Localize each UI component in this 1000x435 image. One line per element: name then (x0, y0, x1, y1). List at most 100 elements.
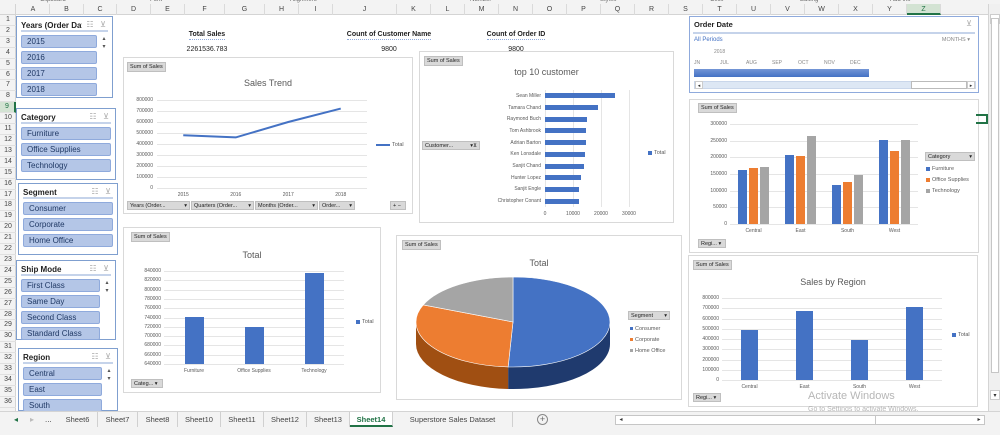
timeline-month-label[interactable]: DEC (850, 60, 861, 66)
column-header-z[interactable]: Z (907, 4, 941, 15)
slicer-item-ship-mode[interactable]: Second Class (21, 311, 100, 324)
sheet-tab-sheet14[interactable]: Sheet14 (350, 412, 393, 427)
slicer-scrollbar[interactable]: ▴ ▾ (105, 367, 113, 411)
sheet-tab-sheet6[interactable]: Sheet6 (58, 412, 98, 427)
horizontal-scroll-thumb[interactable] (626, 416, 876, 424)
slicer-item-year[interactable]: 2015 (21, 35, 97, 48)
row-header-12[interactable]: 12 (0, 135, 16, 146)
column-header-f[interactable]: F (185, 4, 225, 15)
row-header-9[interactable]: 9 (0, 102, 16, 114)
sheet-tab-sheet13[interactable]: Sheet13 (307, 412, 350, 427)
row-header-26[interactable]: 26 (0, 288, 16, 299)
row-header-24[interactable]: 24 (0, 266, 16, 277)
bar-south-total[interactable] (851, 340, 868, 380)
bar-christopher-conant[interactable] (545, 198, 579, 204)
row-header-10[interactable]: 10 (0, 113, 16, 125)
slicer-item-region[interactable]: Central (23, 367, 102, 380)
column-header-s[interactable]: S (669, 4, 703, 15)
multi-select-icon[interactable]: ☷ (91, 352, 99, 361)
slicer-item-ship-mode[interactable]: First Class (21, 279, 100, 292)
sheet-tab-superstore-sales-dataset[interactable]: Superstore Sales Dataset (393, 412, 513, 427)
column-header-l[interactable]: L (431, 4, 465, 15)
column-header-r[interactable]: R (635, 4, 669, 15)
bar-south-office-supplies[interactable] (843, 182, 852, 224)
clear-filter-icon[interactable]: ⊻ (103, 264, 109, 273)
row-header-13[interactable]: 13 (0, 146, 16, 157)
chart-sales-trend[interactable]: Sum of Sales Sales Trend 800000 700000 600… (123, 57, 413, 214)
bar-east-technology[interactable] (807, 135, 816, 224)
row-header-19[interactable]: 19 (0, 211, 16, 223)
bar-south-furniture[interactable] (832, 185, 841, 224)
slicer-item-segment[interactable]: Consumer (23, 202, 113, 215)
sheet-tab-sheet12[interactable]: Sheet12 (264, 412, 307, 427)
bar-tom-ashbrook[interactable] (545, 128, 586, 134)
field-filter-button[interactable]: Quarters (Order... ▾ (191, 201, 254, 210)
row-header-25[interactable]: 25 (0, 277, 16, 288)
field-button-sum-of-sales[interactable]: Sum of Sales (424, 56, 463, 66)
bar-sanjit-engle[interactable] (545, 186, 580, 192)
multi-select-icon[interactable]: ☷ (89, 112, 97, 121)
row-header-22[interactable]: 22 (0, 244, 16, 255)
chart-region-by-category[interactable]: Sum of Sales Category ▾ Regi... ▾ 300000… (689, 99, 979, 253)
pie-slice-corporate[interactable] (415, 304, 514, 368)
column-header-m[interactable]: M (465, 4, 499, 15)
scroll-up-icon[interactable]: ▴ (102, 36, 106, 42)
column-header-n[interactable]: N (499, 4, 533, 15)
slicer-item-year[interactable]: 2017 (21, 67, 97, 80)
scroll-down-icon[interactable]: ▾ (105, 288, 109, 294)
bar-west-total[interactable] (906, 307, 923, 380)
timeline-unit-dropdown[interactable]: MONTHS ▾ (942, 37, 970, 43)
row-header-20[interactable]: 20 (0, 222, 16, 234)
row-header-15[interactable]: 15 (0, 168, 16, 179)
column-header-c[interactable]: C (84, 4, 117, 15)
bar-west-office-supplies[interactable] (890, 150, 899, 224)
timeline-scroll-thumb[interactable] (911, 81, 967, 89)
column-header-d[interactable]: D (117, 4, 151, 15)
segment-filter-button[interactable]: Segment ▾ (628, 311, 670, 320)
bar-west-furniture[interactable] (879, 140, 888, 224)
row-header-29[interactable]: 29 (0, 320, 16, 332)
bar-central-office-supplies[interactable] (749, 168, 758, 224)
timeline-order-date[interactable]: Order Date ⊻ All Periods MONTHS ▾ 2018 J… (689, 16, 979, 93)
slicer-item-category[interactable]: Office Supplies (21, 143, 111, 156)
bar-technology-total[interactable] (304, 272, 324, 364)
tab-next-icon[interactable]: ▸ (30, 415, 35, 424)
clear-filter-icon[interactable]: ⊻ (105, 352, 111, 361)
region-filter-button[interactable]: Regi... ▾ (698, 239, 726, 248)
row-header-8[interactable]: 8 (0, 91, 16, 103)
slicer-item-category[interactable]: Technology (21, 159, 111, 172)
segment-pie[interactable] (397, 236, 683, 401)
field-filter-button[interactable]: Months (Order... ▾ (255, 201, 318, 210)
slicer-item-ship-mode[interactable]: Same Day (21, 295, 100, 308)
row-header-1[interactable]: 1 (0, 15, 16, 26)
bar-east-total[interactable] (796, 311, 813, 380)
slicer-item-year[interactable]: 2018 (21, 83, 97, 96)
bar-hunter-lopez[interactable] (545, 175, 582, 181)
slicer-scrollbar[interactable]: ▴ ▾ (103, 279, 111, 341)
column-header-u[interactable]: U (737, 4, 771, 15)
multi-select-icon[interactable]: ☷ (86, 20, 94, 29)
row-header-16[interactable]: 16 (0, 179, 16, 190)
pie-slice-consumer[interactable] (507, 276, 611, 368)
row-header-23[interactable]: 23 (0, 255, 16, 266)
column-header-t[interactable]: T (703, 4, 737, 15)
region-filter-button[interactable]: Regi... ▾ (693, 393, 721, 402)
row-header-31[interactable]: 31 (0, 342, 16, 354)
tab-prev-icon[interactable]: ◂ (14, 415, 19, 424)
column-header-h[interactable]: H (265, 4, 299, 15)
column-header-x[interactable]: X (839, 4, 873, 15)
timeline-month-label[interactable]: OCT (798, 60, 809, 66)
field-filter-button[interactable]: Order... ▾ (319, 201, 355, 210)
field-button-sum-of-sales[interactable]: Sum of Sales (698, 103, 737, 113)
scroll-down-icon[interactable]: ▾ (107, 376, 111, 382)
slicer-item-ship-mode[interactable]: Standard Class (21, 327, 100, 340)
timeline-scrollbar[interactable]: ◂ ▸ (694, 81, 976, 89)
bar-central-total[interactable] (741, 329, 758, 380)
expand-collapse-buttons[interactable]: + − (390, 201, 406, 210)
sheet-tab-sheet8[interactable]: Sheet8 (138, 412, 178, 427)
row-header-4[interactable]: 4 (0, 48, 16, 59)
field-button-sum-of-sales[interactable]: Sum of Sales (402, 240, 441, 250)
bar-central-technology[interactable] (760, 167, 769, 224)
vertical-scrollbar[interactable]: ▴ ▾ (988, 4, 1000, 411)
scroll-up-icon[interactable]: ▴ (107, 368, 111, 374)
